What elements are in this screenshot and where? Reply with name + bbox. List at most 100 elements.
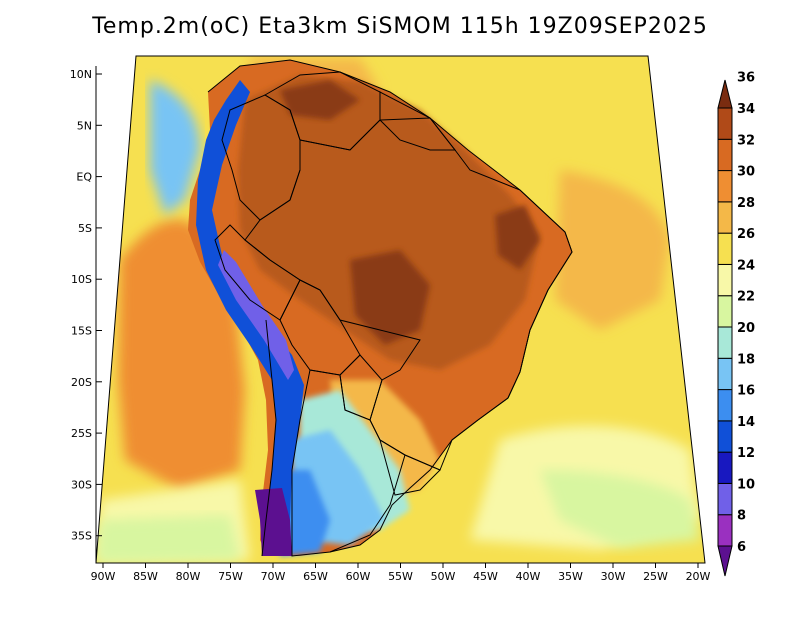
lon-tick-label: 70W	[261, 570, 286, 583]
country-borders	[207, 59, 573, 557]
pacific-south-mild	[96, 515, 240, 563]
lon-tick: 80W	[176, 563, 201, 583]
colorbar-segment	[717, 263, 733, 297]
colorbar-label: 22	[737, 290, 755, 305]
lon-tick: 65W	[303, 563, 328, 583]
colorbar-segment	[717, 326, 733, 359]
temperature-field	[96, 56, 705, 563]
lon-tick: 85W	[133, 563, 158, 583]
lat-tick-label: 15S	[71, 325, 92, 338]
colorbar-segment	[717, 420, 733, 453]
lat-tick-label: 10N	[70, 68, 92, 81]
colorbar-segment	[717, 451, 733, 484]
lat-tick: 35S	[71, 530, 102, 543]
lon-tick-label: 35W	[558, 570, 583, 583]
colorbar-label: 34	[737, 102, 755, 117]
venezuela-hot	[280, 80, 360, 120]
colorbar-label: 24	[737, 258, 755, 273]
colorbar-segment	[717, 201, 733, 234]
lat-tick: EQ	[76, 171, 102, 184]
colorbar-segment	[717, 514, 733, 547]
lat-tick-label: 25S	[71, 427, 92, 440]
lat-tick: 15S	[71, 325, 102, 338]
colorbar-segment	[717, 170, 733, 203]
lat-tick: 10N	[70, 68, 102, 81]
lon-tick: 20W	[686, 563, 711, 583]
lat-tick: 30S	[71, 478, 102, 491]
lon-tick-label: 75W	[218, 570, 243, 583]
atlantic-cool-south	[540, 470, 700, 548]
colorbar-label: 10	[737, 477, 755, 492]
colorbar-segment	[717, 232, 733, 265]
interior-very-hot	[350, 250, 430, 345]
northeast-hot-spot	[495, 205, 540, 270]
atlantic-warm-zone	[555, 170, 670, 330]
lat-tick: 25S	[71, 427, 102, 440]
lon-tick-label: 55W	[388, 570, 413, 583]
lon-tick: 70W	[261, 563, 286, 583]
colorbar-segment	[717, 107, 733, 140]
uruguay-border	[379, 438, 441, 496]
lon-tick: 30W	[601, 563, 626, 583]
colorbar-label: 26	[737, 227, 755, 242]
colorbar-label: 6	[737, 540, 746, 555]
colorbar-label: 12	[737, 446, 755, 461]
colorbar-label: 28	[737, 196, 755, 211]
pacific-warm-zone	[118, 220, 245, 490]
lat-tick-label: 10S	[71, 273, 92, 286]
lon-tick-label: 30W	[601, 570, 626, 583]
lat-tick-label: 20S	[71, 376, 92, 389]
lat-tick: 5N	[77, 119, 102, 132]
peru-border	[214, 224, 301, 321]
lat-tick: 10S	[71, 273, 102, 286]
lon-tick: 40W	[516, 563, 541, 583]
colorbar-label: 18	[737, 352, 755, 367]
lon-tick-label: 45W	[473, 570, 498, 583]
lon-tick-label: 20W	[686, 570, 711, 583]
colorbar-segment	[717, 295, 733, 328]
colorbar-label: 32	[737, 133, 755, 148]
colorbar-label: 16	[737, 384, 755, 399]
colorbar-arrow-low	[717, 545, 733, 577]
lon-tick-label: 90W	[91, 570, 116, 583]
lon-tick: 55W	[388, 563, 413, 583]
colorbar-segment	[717, 357, 733, 391]
amazon-hot-core	[238, 75, 540, 370]
lat-tick: 20S	[71, 376, 102, 389]
colorbar: 6 8 10 12 14 16 18 20 22 24 26 28 30 32 34 36	[717, 71, 755, 577]
lon-tick: 50W	[431, 563, 456, 583]
lon-tick-label: 25W	[643, 570, 668, 583]
lon-tick: 35W	[558, 563, 583, 583]
colorbar-label: 14	[737, 415, 755, 430]
lon-tick-label: 50W	[431, 570, 456, 583]
continent-coastline	[207, 59, 573, 553]
lon-tick: 90W	[91, 563, 116, 583]
lat-tick-label: 35S	[71, 530, 92, 543]
lon-tick: 60W	[346, 563, 371, 583]
lat-tick-label: 5S	[78, 222, 92, 235]
lon-tick-label: 80W	[176, 570, 201, 583]
lat-tick-label: EQ	[76, 171, 92, 184]
latitude-ticks: 10N 5N EQ 5S 10S 15S 20S 25S 30S 35S	[70, 68, 102, 543]
argentina-border	[291, 369, 406, 557]
lat-tick-label: 30S	[71, 478, 92, 491]
chile-coast	[261, 319, 277, 557]
lon-tick-label: 85W	[133, 570, 158, 583]
lon-tick: 25W	[643, 563, 668, 583]
lat-tick: 5S	[78, 222, 102, 235]
lon-tick-label: 60W	[346, 570, 371, 583]
colorbar-segment	[717, 389, 733, 422]
lon-tick-label: 40W	[516, 570, 541, 583]
lon-tick: 45W	[473, 563, 498, 583]
colorbar-segment	[717, 138, 733, 172]
pacific-cool-coast	[150, 80, 200, 215]
lon-tick-label: 65W	[303, 570, 328, 583]
andes-coldest-mid	[218, 250, 294, 380]
lat-tick-label: 5N	[77, 119, 92, 132]
colorbar-label: 20	[737, 321, 755, 336]
map-title: Temp.2m(oC) Eta3km SiSMOM 115h 19Z09SEP2…	[92, 14, 708, 39]
colorbar-label: 30	[737, 165, 755, 180]
colorbar-segment	[717, 482, 733, 516]
colorbar-label: 8	[737, 509, 746, 524]
